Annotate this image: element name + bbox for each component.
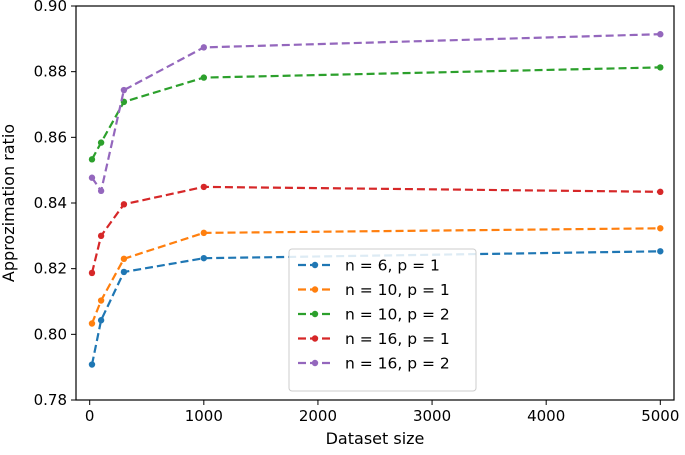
series-group [88,225,664,327]
data-point [88,174,96,181]
series-group [88,64,664,163]
legend-swatch-marker [311,286,319,293]
data-point [657,248,664,255]
data-point [97,232,105,240]
data-point [657,225,664,232]
data-point [200,229,208,237]
legend: n = 6, p = 1 n = 10, p = 1 n = 10, p = 2 n … [288,248,477,392]
legend-entry: n = 16, p = 1 [298,330,450,348]
y-tick-label: 0.88 [34,63,67,81]
x-tick-label: 0 [85,407,95,425]
legend-swatch-marker [311,359,319,367]
data-point [120,268,128,276]
y-tick-label: 0.82 [34,260,67,278]
data-point [88,269,96,277]
series-group [88,183,664,277]
axes-layer: 0 1000 2000 3000 4000 5000 0.78 0.80 0.82 0.84 0.8… [34,0,680,425]
x-tick-label: 4000 [527,407,565,425]
legend-label: n = 16, p = 1 [345,330,450,348]
data-point [97,297,105,304]
legend-entry: n = 10, p = 1 [298,281,450,299]
legend-label: n = 6, p = 1 [345,257,440,275]
data-point [120,86,128,94]
legend-swatch-marker [311,310,319,318]
legend-label: n = 10, p = 1 [345,281,450,299]
data-point [120,255,128,263]
data-point [88,361,96,368]
data-point [200,74,208,81]
y-tick-label: 0.84 [34,194,67,212]
data-point [657,64,664,71]
data-point [200,183,208,191]
legend-entry: n = 10, p = 2 [298,306,450,324]
data-point [88,156,96,163]
legend-swatch-marker [311,335,319,342]
data-point [200,44,208,51]
x-tick-label: 2000 [299,407,337,425]
y-tick-label: 0.80 [34,325,67,343]
data-point [120,201,128,208]
y-axis-label: Approzimation ratio [0,124,18,282]
x-tick-label: 1000 [185,407,223,425]
series-line [91,33,661,194]
data-point [88,320,96,327]
y-tick-label: 0.90 [34,0,67,15]
data-point [97,317,105,324]
series-group [88,31,664,195]
legend-entry: n = 16, p = 2 [298,355,450,373]
data-point [97,139,105,146]
x-tick-label: 5000 [641,407,679,425]
legend-swatch-marker [311,261,319,269]
series-line [91,66,661,160]
legend-entry: n = 6, p = 1 [298,257,440,275]
y-tick-label: 0.86 [34,128,67,146]
data-point [657,188,664,196]
data-point [657,31,664,38]
data-point [97,187,105,195]
legend-box [288,248,477,392]
x-tick-label: 3000 [413,407,451,425]
x-axis-label: Dataset size [326,429,425,448]
legend-label: n = 10, p = 2 [345,306,450,324]
data-point [200,254,208,262]
legend-label: n = 16, p = 2 [345,355,450,373]
y-tick-label: 0.78 [34,391,67,409]
